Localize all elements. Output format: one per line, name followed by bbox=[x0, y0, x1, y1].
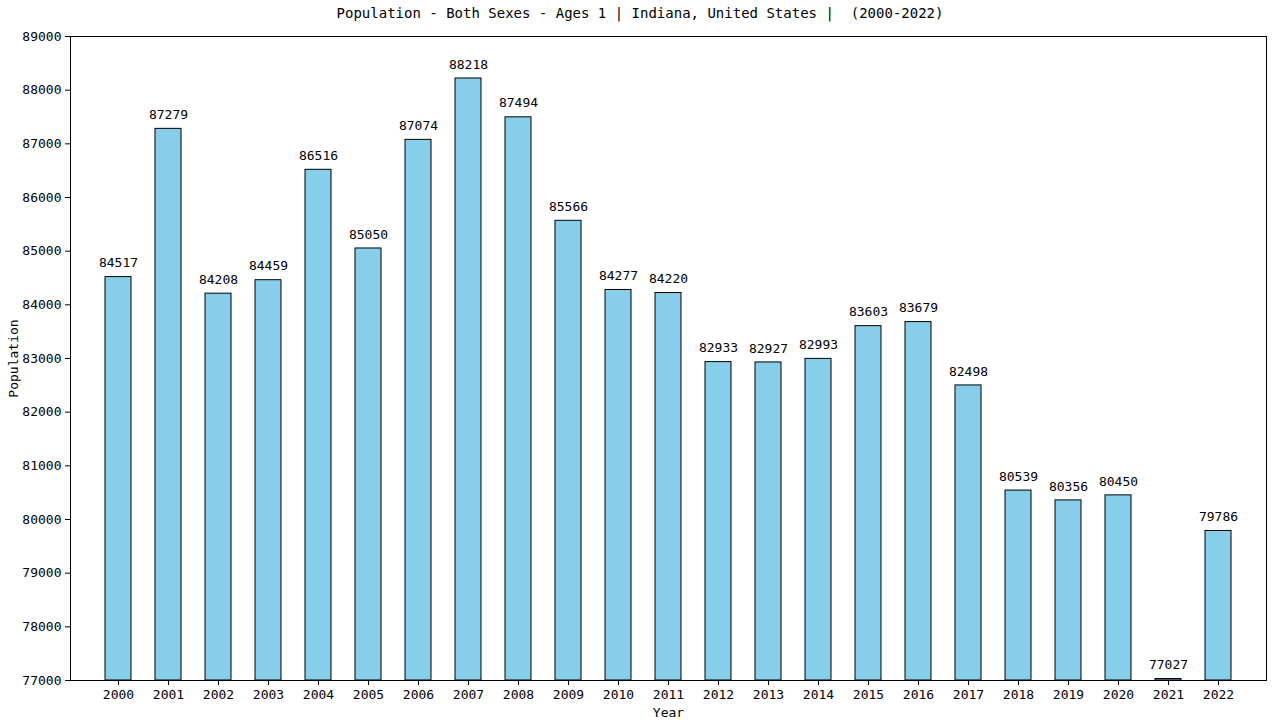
svg-text:83000: 83000 bbox=[22, 351, 61, 366]
svg-text:2009: 2009 bbox=[553, 687, 584, 702]
svg-text:80450: 80450 bbox=[1099, 474, 1138, 489]
svg-text:80356: 80356 bbox=[1049, 479, 1088, 494]
svg-text:2019: 2019 bbox=[1053, 687, 1084, 702]
svg-text:80000: 80000 bbox=[22, 512, 61, 527]
svg-text:2021: 2021 bbox=[1153, 687, 1184, 702]
svg-text:83679: 83679 bbox=[899, 300, 938, 315]
html-text:Population - Both Sexes - Ages: Population - Both Sexes - Ages 1 | India… bbox=[336, 5, 944, 21]
svg-text:84459: 84459 bbox=[249, 258, 288, 273]
svg-text:2005: 2005 bbox=[353, 687, 384, 702]
svg-text:2010: 2010 bbox=[603, 687, 634, 702]
svg-text:79000: 79000 bbox=[22, 565, 61, 580]
svg-text:80539: 80539 bbox=[999, 469, 1038, 484]
svg-text:86516: 86516 bbox=[299, 148, 338, 163]
svg-text:77000: 77000 bbox=[22, 673, 61, 688]
svg-text:82927: 82927 bbox=[749, 341, 788, 356]
svg-text:84517: 84517 bbox=[99, 255, 138, 270]
svg-text:84220: 84220 bbox=[649, 271, 688, 286]
svg-text:2011: 2011 bbox=[653, 687, 684, 702]
svg-text:2013: 2013 bbox=[753, 687, 784, 702]
svg-text:88000: 88000 bbox=[22, 82, 61, 97]
svg-text:2006: 2006 bbox=[403, 687, 434, 702]
svg-text:2017: 2017 bbox=[953, 687, 984, 702]
svg-text:85000: 85000 bbox=[22, 243, 61, 258]
svg-text:2016: 2016 bbox=[903, 687, 934, 702]
svg-text:2015: 2015 bbox=[853, 687, 884, 702]
svg-text:88218: 88218 bbox=[449, 57, 488, 72]
svg-text:2007: 2007 bbox=[453, 687, 484, 702]
svg-text:82993: 82993 bbox=[799, 337, 838, 352]
svg-text:85566: 85566 bbox=[549, 199, 588, 214]
svg-text:87279: 87279 bbox=[149, 107, 188, 122]
svg-text:82933: 82933 bbox=[699, 340, 738, 355]
svg-text:2002: 2002 bbox=[203, 687, 234, 702]
svg-text:85050: 85050 bbox=[349, 227, 388, 242]
svg-text:78000: 78000 bbox=[22, 619, 61, 634]
svg-text:84277: 84277 bbox=[599, 268, 638, 283]
svg-text:83603: 83603 bbox=[849, 304, 888, 319]
svg-text:2008: 2008 bbox=[503, 687, 534, 702]
svg-text:2001: 2001 bbox=[153, 687, 184, 702]
svg-text:2004: 2004 bbox=[303, 687, 334, 702]
svg-text:2000: 2000 bbox=[103, 687, 134, 702]
svg-text:82498: 82498 bbox=[949, 364, 988, 379]
svg-text:2020: 2020 bbox=[1103, 687, 1134, 702]
svg-text:79786: 79786 bbox=[1199, 509, 1238, 524]
svg-text:2012: 2012 bbox=[703, 687, 734, 702]
svg-text:82000: 82000 bbox=[22, 404, 61, 419]
svg-text:89000: 89000 bbox=[22, 29, 61, 44]
svg-text:2014: 2014 bbox=[803, 687, 834, 702]
svg-text:81000: 81000 bbox=[22, 458, 61, 473]
svg-text:Year: Year bbox=[653, 705, 684, 720]
svg-text:Population: Population bbox=[6, 319, 21, 397]
svg-text:2003: 2003 bbox=[253, 687, 284, 702]
svg-text:86000: 86000 bbox=[22, 190, 61, 205]
svg-text:87494: 87494 bbox=[499, 95, 538, 110]
svg-text:84208: 84208 bbox=[199, 272, 238, 287]
svg-text:77027: 77027 bbox=[1149, 657, 1188, 672]
svg-text:84000: 84000 bbox=[22, 297, 61, 312]
svg-text:87000: 87000 bbox=[22, 136, 61, 151]
svg-text:2018: 2018 bbox=[1003, 687, 1034, 702]
svg-text:87074: 87074 bbox=[399, 118, 438, 133]
svg-text:2022: 2022 bbox=[1203, 687, 1234, 702]
